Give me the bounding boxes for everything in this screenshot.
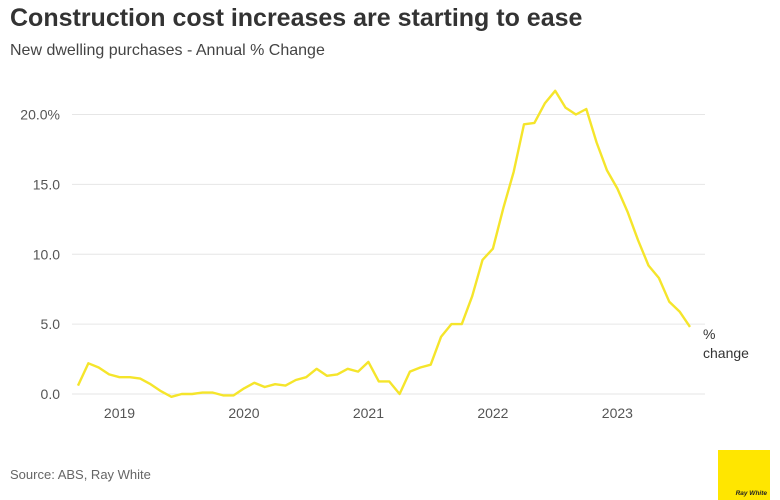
- series-end-label: % change: [703, 326, 749, 361]
- y-tick-label: 0.0: [41, 386, 61, 402]
- logo-text: Ray White: [735, 490, 767, 497]
- chart-title: Construction cost increases are starting…: [10, 4, 583, 32]
- x-tick-label: 2021: [353, 405, 384, 421]
- y-tick-label: 20.0%: [20, 107, 60, 123]
- x-tick-label: 2019: [104, 405, 135, 421]
- series-line: [76, 89, 691, 398]
- grid-lines: [72, 114, 705, 395]
- y-tick-label: 5.0: [41, 316, 61, 332]
- series-label-line: change: [703, 345, 749, 361]
- x-tick-label: 2020: [228, 405, 259, 421]
- x-axis-ticks: 2019 2020 2021 2022 2023: [104, 405, 633, 421]
- y-tick-label: 15.0: [33, 176, 60, 192]
- ray-white-logo: Ray White: [718, 450, 770, 500]
- x-tick-label: 2023: [602, 405, 633, 421]
- y-tick-label: 10.0: [33, 246, 60, 262]
- y-axis-ticks: 0.0 5.0 10.0 15.0 20.0%: [20, 107, 60, 402]
- x-tick-label: 2022: [477, 405, 508, 421]
- series-group: [76, 89, 691, 398]
- chart-subtitle: New dwelling purchases - Annual % Change: [10, 42, 325, 59]
- series-label-line: %: [703, 326, 715, 342]
- source-note: Source: ABS, Ray White: [10, 467, 151, 482]
